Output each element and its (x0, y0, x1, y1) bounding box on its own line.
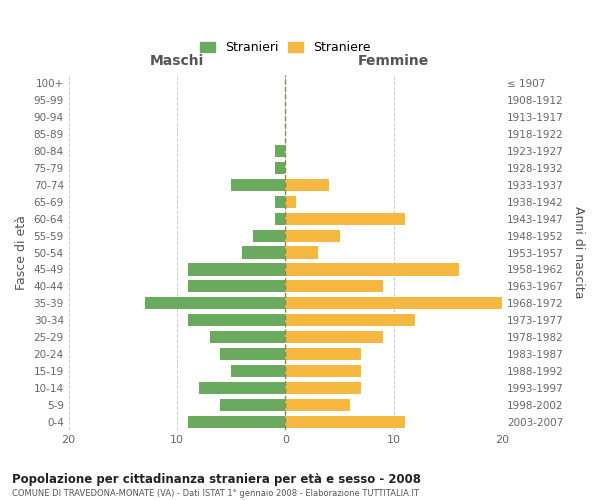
Bar (286, 314, 415, 326)
Bar (286, 365, 361, 377)
Bar (286, 196, 296, 208)
Bar (275, 162, 286, 174)
Bar (199, 382, 286, 394)
Bar (275, 212, 286, 225)
Text: Femmine: Femmine (358, 54, 430, 68)
Y-axis label: Anni di nascita: Anni di nascita (572, 206, 585, 299)
Bar (286, 416, 404, 428)
Bar (220, 348, 286, 360)
Bar (286, 331, 383, 343)
Bar (286, 179, 329, 191)
Bar (286, 382, 361, 394)
Y-axis label: Fasce di età: Fasce di età (15, 215, 28, 290)
Bar (242, 246, 286, 258)
Bar (220, 398, 286, 411)
Bar (286, 246, 318, 258)
Text: COMUNE DI TRAVEDONA-MONATE (VA) - Dati ISTAT 1° gennaio 2008 - Elaborazione TUTT: COMUNE DI TRAVEDONA-MONATE (VA) - Dati I… (12, 489, 419, 498)
Bar (286, 297, 502, 310)
Bar (253, 230, 286, 241)
Text: Popolazione per cittadinanza straniera per età e sesso - 2008: Popolazione per cittadinanza straniera p… (12, 472, 421, 486)
Bar (209, 331, 286, 343)
Text: Maschi: Maschi (150, 54, 204, 68)
Bar (231, 179, 286, 191)
Bar (286, 398, 350, 411)
Bar (145, 297, 286, 310)
Bar (188, 280, 286, 292)
Bar (286, 348, 361, 360)
Bar (231, 365, 286, 377)
Bar (286, 264, 459, 276)
Bar (286, 212, 404, 225)
Bar (188, 314, 286, 326)
Bar (275, 196, 286, 208)
Bar (188, 416, 286, 428)
Bar (286, 230, 340, 241)
Bar (286, 280, 383, 292)
Bar (275, 145, 286, 157)
Legend: Stranieri, Straniere: Stranieri, Straniere (197, 38, 373, 56)
Bar (188, 264, 286, 276)
